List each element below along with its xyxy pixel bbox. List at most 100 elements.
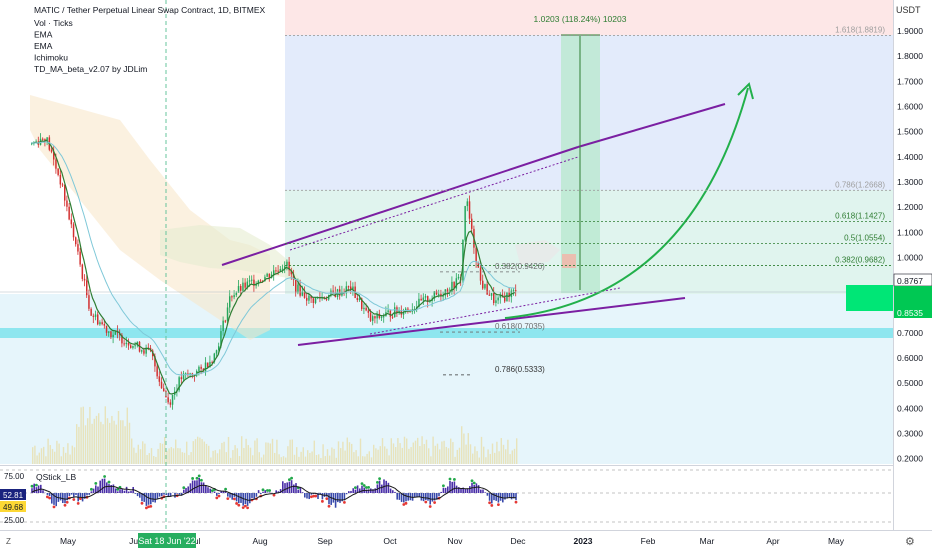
osc-signal-dot xyxy=(149,504,153,508)
drawings[interactable]: 1.0203 (118.24%) 10203 xyxy=(0,14,893,346)
candle-body xyxy=(497,297,499,301)
x-tick-label: Apr xyxy=(766,536,779,546)
timezone-button[interactable]: Z xyxy=(6,537,11,546)
channel-upper-line-extension[interactable] xyxy=(577,103,726,148)
candle-body xyxy=(446,289,449,293)
volume-bar xyxy=(307,450,309,464)
x-tick-label: Mar xyxy=(700,536,715,546)
candle-body xyxy=(297,284,299,293)
osc-title[interactable]: QStick_LB xyxy=(36,472,76,482)
candle-body xyxy=(224,320,227,322)
channel-upper-line[interactable] xyxy=(221,146,579,266)
projection-arrow-curve[interactable] xyxy=(504,87,749,319)
osc-left-label-box xyxy=(0,501,26,512)
volume-bar xyxy=(32,447,34,464)
indicator-legend-item[interactable]: EMA xyxy=(34,30,53,40)
volume-bar xyxy=(364,456,366,464)
candle-body xyxy=(427,296,429,302)
osc-signal-dot xyxy=(453,478,456,481)
candle-body xyxy=(438,293,440,295)
candle-body xyxy=(312,298,315,303)
volume-bar xyxy=(320,457,322,464)
candle-body xyxy=(277,270,279,272)
price-label: 0.8767 xyxy=(897,276,923,286)
osc-signal-dot xyxy=(314,494,318,498)
volume-bar xyxy=(34,445,36,464)
osc-signal-dot xyxy=(224,487,228,491)
osc-signal-dot xyxy=(490,504,494,507)
osc-signal-dot xyxy=(233,497,236,501)
volume-bar xyxy=(276,439,278,464)
volume-bar xyxy=(40,448,43,464)
volume-bar xyxy=(243,447,245,464)
candle-body xyxy=(233,295,235,298)
volume-bar xyxy=(238,456,241,464)
volume-bar xyxy=(491,443,494,464)
volume-bar xyxy=(311,451,313,464)
projection-arrow-head[interactable] xyxy=(737,82,754,100)
osc-signal-dot xyxy=(288,478,291,482)
candle-body xyxy=(171,394,174,405)
candle-body xyxy=(508,292,510,298)
osc-signal-dot xyxy=(470,479,474,483)
volume-bar xyxy=(443,440,445,464)
volume-bar xyxy=(76,424,78,464)
indicator-legend-item[interactable]: Vol · Ticks xyxy=(34,18,73,28)
volume-bar xyxy=(153,456,155,464)
candle-body xyxy=(121,334,123,344)
volume-bar xyxy=(124,426,126,464)
indicator-legend-item[interactable]: Ichimoku xyxy=(34,53,68,63)
symbol-title[interactable]: MATIC / Tether Perpetual Linear Swap Con… xyxy=(34,5,265,15)
osc-signal-dot xyxy=(321,499,324,503)
candle-body xyxy=(420,298,422,301)
osc-signal-dot xyxy=(261,488,265,492)
volume-bar xyxy=(263,454,265,464)
time-scale[interactable] xyxy=(0,530,932,550)
candle-body xyxy=(97,314,99,325)
price-scale[interactable] xyxy=(893,0,932,530)
volume-bar xyxy=(56,440,58,464)
candle-body xyxy=(506,292,508,302)
volume-bar xyxy=(480,436,483,464)
indicator-legend-item[interactable]: TD_MA_beta_v2.07 by JDLim xyxy=(34,64,147,74)
volume-bar xyxy=(181,452,183,464)
volume-bar xyxy=(45,456,47,464)
candle-body xyxy=(433,291,436,299)
volume-bar xyxy=(461,426,463,464)
volume-bar xyxy=(450,438,452,464)
osc-signal-dot xyxy=(514,500,518,504)
volume-bar xyxy=(223,441,225,464)
volume-bar xyxy=(348,442,351,464)
volume-bar xyxy=(126,407,128,464)
osc-signal-dot xyxy=(367,485,370,489)
volume-bar xyxy=(36,455,38,464)
candle-body xyxy=(486,284,488,295)
candle-body xyxy=(512,290,515,292)
candle-body xyxy=(70,219,73,225)
volume-bar xyxy=(278,454,280,464)
candle-body xyxy=(213,353,216,363)
candle-body xyxy=(484,284,486,289)
candle-body xyxy=(259,280,262,282)
volume-bar xyxy=(333,448,335,464)
candle-body xyxy=(42,138,44,140)
candle-body xyxy=(418,298,420,308)
settings-icon[interactable]: ⚙ xyxy=(905,536,915,548)
candle-body xyxy=(222,320,224,332)
volume-bar xyxy=(496,441,498,464)
channel-mid-dotted-line[interactable] xyxy=(289,156,579,251)
volume-bar xyxy=(269,443,271,464)
crosshair-date-box xyxy=(138,533,196,548)
channel-lower-line[interactable] xyxy=(297,297,686,346)
volume-bar xyxy=(507,439,509,464)
candle-body xyxy=(154,356,156,367)
volume-bar xyxy=(397,438,399,464)
candle-body xyxy=(211,361,213,363)
candle-body xyxy=(72,224,75,238)
osc-signal-dot xyxy=(52,505,56,509)
indicator-legend-item[interactable]: EMA xyxy=(34,41,53,51)
candle-body xyxy=(464,206,466,240)
fib-level-label: 0.618(0.7035) xyxy=(495,322,545,331)
